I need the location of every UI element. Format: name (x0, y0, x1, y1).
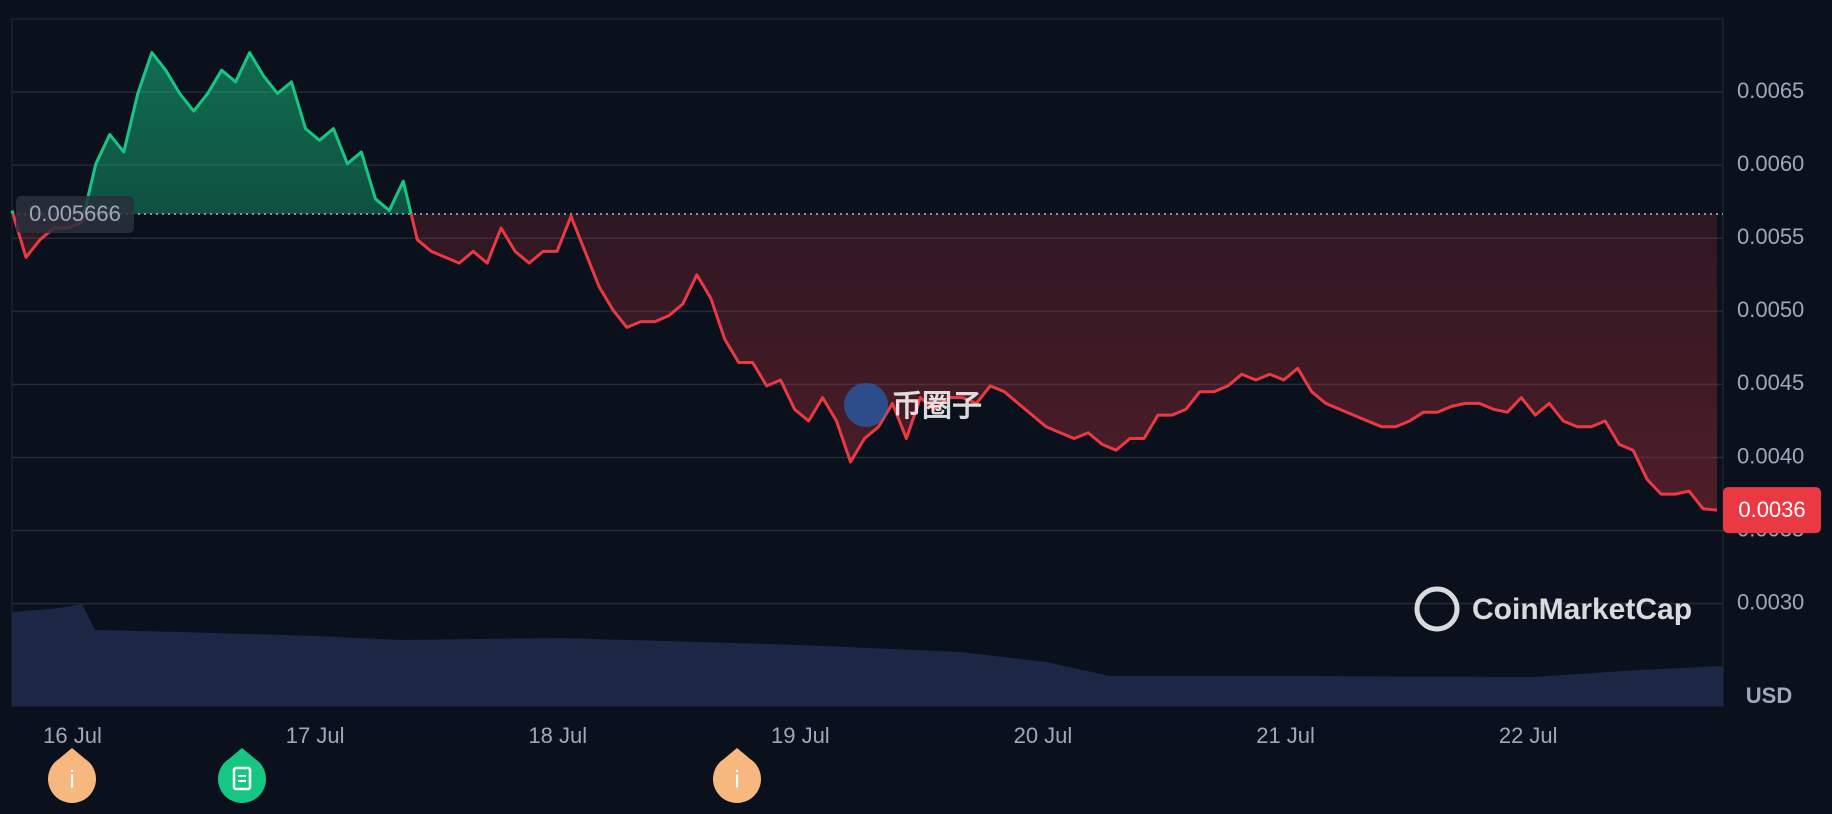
price-line-up (10, 51, 413, 214)
baseline-label: 0.005666 (29, 201, 121, 226)
x-tick-label: 22 Jul (1499, 723, 1558, 748)
event-markers: i i (48, 748, 761, 803)
y-tick-label: 0.0030 (1737, 589, 1804, 614)
x-tick-label: 16 Jul (43, 723, 102, 748)
event-marker[interactable] (713, 755, 761, 803)
event-marker[interactable] (48, 755, 96, 803)
y-tick-label: 0.0055 (1737, 224, 1804, 249)
y-tick-label: 0.0060 (1737, 151, 1804, 176)
marker-pointer (230, 748, 254, 758)
watermark: CoinMarketCap 币圈子 (844, 383, 1692, 632)
event-marker[interactable] (218, 755, 266, 803)
area-down (13, 213, 1717, 511)
y-tick-label: 0.0040 (1737, 443, 1804, 468)
marker-pointer (60, 748, 84, 758)
x-tick-label: 20 Jul (1014, 723, 1073, 748)
x-tick-label: 18 Jul (528, 723, 587, 748)
x-tick-label: 17 Jul (286, 723, 345, 748)
logo (844, 383, 888, 427)
area-up (12, 52, 1717, 214)
price-tag (1723, 487, 1821, 534)
event-icon: i (69, 766, 74, 793)
baseline-label-box (16, 195, 134, 233)
y-tick-label: 0.0050 (1737, 297, 1804, 322)
y-axis-label: USD (1746, 683, 1792, 708)
logo (1414, 586, 1460, 632)
x-tick-label: 21 Jul (1256, 723, 1315, 748)
price-line-down (11, 213, 1718, 512)
y-tick-label: 0.0065 (1737, 78, 1804, 103)
x-tick-label: 19 Jul (771, 723, 830, 748)
event-icon: i (734, 766, 739, 793)
marker-pointer (725, 748, 749, 758)
watermark-text: CoinMarketCap (1472, 593, 1692, 626)
y-tick-label: 0.0045 (1737, 370, 1804, 395)
doc-icon-lines (238, 775, 246, 782)
price-tag-label: 0.0036 (1738, 497, 1805, 522)
watermark-text: 币圈子 (892, 390, 982, 423)
doc-icon (232, 766, 252, 791)
volume-area (12, 604, 1723, 706)
